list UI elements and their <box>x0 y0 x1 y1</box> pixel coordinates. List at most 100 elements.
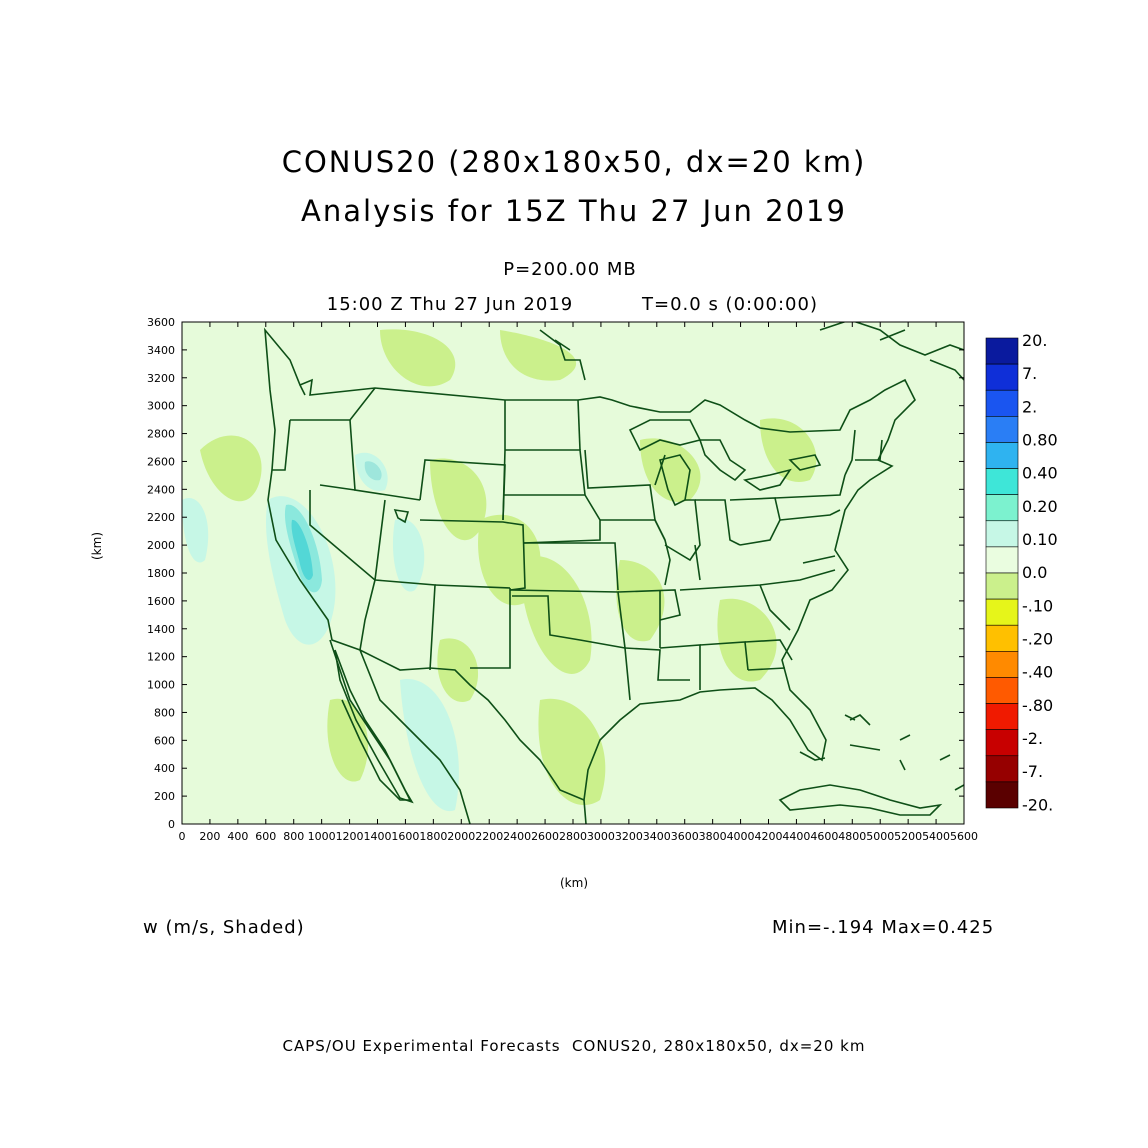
x-tick-label: 4400 <box>782 830 810 843</box>
colorbar-label: 0.10 <box>1022 530 1058 549</box>
colorbar-swatch <box>985 729 1019 757</box>
x-tick-label: 2800 <box>559 830 587 843</box>
y-axis-label: (km) <box>90 531 104 560</box>
y-tick-label: 3200 <box>147 372 175 385</box>
x-tick-label: 400 <box>227 830 248 843</box>
y-tick-label: 600 <box>154 734 175 747</box>
colorbar-label: 2. <box>1022 397 1037 416</box>
y-axis: 0 200 400 600 800 1000 1200 1400 1600 1800 2000 220… <box>147 316 964 831</box>
cuba <box>778 784 943 816</box>
state-boundaries <box>272 387 883 701</box>
y-tick-label: 1400 <box>147 623 175 636</box>
colorbar-label: 7. <box>1022 364 1037 383</box>
x-tick-label: 4000 <box>727 830 755 843</box>
colorbar-swatch <box>985 755 1019 783</box>
colorbar-swatch <box>985 651 1019 678</box>
x-tick-label: 3400 <box>643 830 671 843</box>
y-tick-label: 3400 <box>147 344 175 357</box>
y-tick-label: 3000 <box>147 400 175 413</box>
us-boundary <box>263 327 916 802</box>
y-tick-label: 3600 <box>147 316 175 329</box>
colorbar-label: 0.20 <box>1022 497 1058 516</box>
min-max: Min=-.194 Max=0.425 <box>772 917 995 938</box>
colorbar-label: -.20 <box>1022 630 1053 649</box>
updraft-core-idaho <box>364 461 382 481</box>
y-tick-label: 1600 <box>147 595 175 608</box>
y-tick-label: 1200 <box>147 651 175 664</box>
colorbar-label: 0.0 <box>1022 563 1047 582</box>
y-tick-label: 1000 <box>147 679 175 692</box>
colorbar: 20. 7. 2. 0.80 0.40 0.20 0.10 0.0 -.10 -.20 -.40 -.… <box>985 331 1058 814</box>
x-tick-label: 3600 <box>671 830 699 843</box>
field-label: w (m/s, Shaded) <box>143 917 305 938</box>
shaded-field <box>182 322 964 824</box>
x-tick-label: 2000 <box>447 830 475 843</box>
x-tick-label: 1000 <box>308 830 336 843</box>
colorbar-label: -.10 <box>1022 596 1053 615</box>
x-tick-label: 2200 <box>475 830 503 843</box>
colorbar-swatch <box>985 546 1019 574</box>
colorbar-swatch <box>985 703 1019 730</box>
y-tick-label: 2600 <box>147 455 175 468</box>
colorbar-label: 0.80 <box>1022 431 1058 450</box>
colorbar-label: 0.40 <box>1022 464 1058 483</box>
colorbar-swatch <box>985 416 1019 443</box>
y-tick-label: 0 <box>168 818 175 831</box>
colorbar-label: -7. <box>1022 762 1043 781</box>
colorbar-swatch <box>985 677 1019 704</box>
x-tick-label: 600 <box>255 830 276 843</box>
x-tick-label: 5600 <box>950 830 978 843</box>
colorbar-swatch <box>985 337 1019 365</box>
colorbar-swatch <box>985 494 1019 522</box>
x-tick-label: 1400 <box>364 830 392 843</box>
y-tick-label: 2000 <box>147 539 175 552</box>
x-tick-label: 3800 <box>699 830 727 843</box>
colorbar-swatch <box>985 363 1019 391</box>
colorbar-swatch <box>985 624 1019 652</box>
x-tick-label: 2600 <box>531 830 559 843</box>
valid-time: 15:00 Z Thu 27 Jun 2019 <box>326 294 574 315</box>
footer: CAPS/OU Experimental Forecasts CONUS20, … <box>282 1037 866 1055</box>
negative-w-patches <box>200 329 817 806</box>
title-line-1: CONUS20 (280x180x50, dx=20 km) <box>281 145 867 179</box>
colorbar-swatch <box>985 572 1019 600</box>
colorbar-label: -.80 <box>1022 696 1053 715</box>
colorbar-label: -.40 <box>1022 663 1053 682</box>
y-tick-label: 1800 <box>147 567 175 580</box>
x-tick-label: 1600 <box>391 830 419 843</box>
colorbar-swatch <box>985 598 1019 626</box>
x-axis-label: (km) <box>560 876 589 890</box>
colorbar-swatch <box>985 442 1019 469</box>
x-tick-label: 5000 <box>866 830 894 843</box>
title-line-2: Analysis for 15Z Thu 27 Jun 2019 <box>301 194 847 228</box>
y-tick-label: 2800 <box>147 428 175 441</box>
x-tick-label: 1800 <box>419 830 447 843</box>
x-tick-label: 800 <box>283 830 304 843</box>
colorbar-swatch <box>985 468 1019 495</box>
y-tick-label: 2400 <box>147 483 175 496</box>
x-tick-label: 3200 <box>615 830 643 843</box>
positive-w-patches <box>182 452 459 812</box>
y-tick-label: 2200 <box>147 511 175 524</box>
colorbar-swatch <box>985 781 1019 809</box>
x-axis: 0 200 400 600 800 1000 1200 1400 1600 1800 2000 220… <box>179 322 978 843</box>
colorbar-label: -20. <box>1022 795 1053 814</box>
updraft-core-max <box>291 519 313 580</box>
colorbar-swatch <box>985 389 1019 417</box>
pressure-level: P=200.00 MB <box>503 259 637 280</box>
colorbar-swatch <box>985 520 1019 548</box>
x-tick-label: 4600 <box>810 830 838 843</box>
x-tick-label: 0 <box>179 830 186 843</box>
y-tick-label: 200 <box>154 790 175 803</box>
y-tick-label: 800 <box>154 706 175 719</box>
y-tick-label: 400 <box>154 762 175 775</box>
x-tick-label: 200 <box>199 830 220 843</box>
colorbar-label: 20. <box>1022 331 1047 350</box>
map-outlines <box>263 322 964 824</box>
x-tick-label: 4200 <box>755 830 783 843</box>
x-tick-label: 5400 <box>922 830 950 843</box>
x-tick-label: 1200 <box>336 830 364 843</box>
forecast-time: T=0.0 s (0:00:00) <box>642 294 818 315</box>
